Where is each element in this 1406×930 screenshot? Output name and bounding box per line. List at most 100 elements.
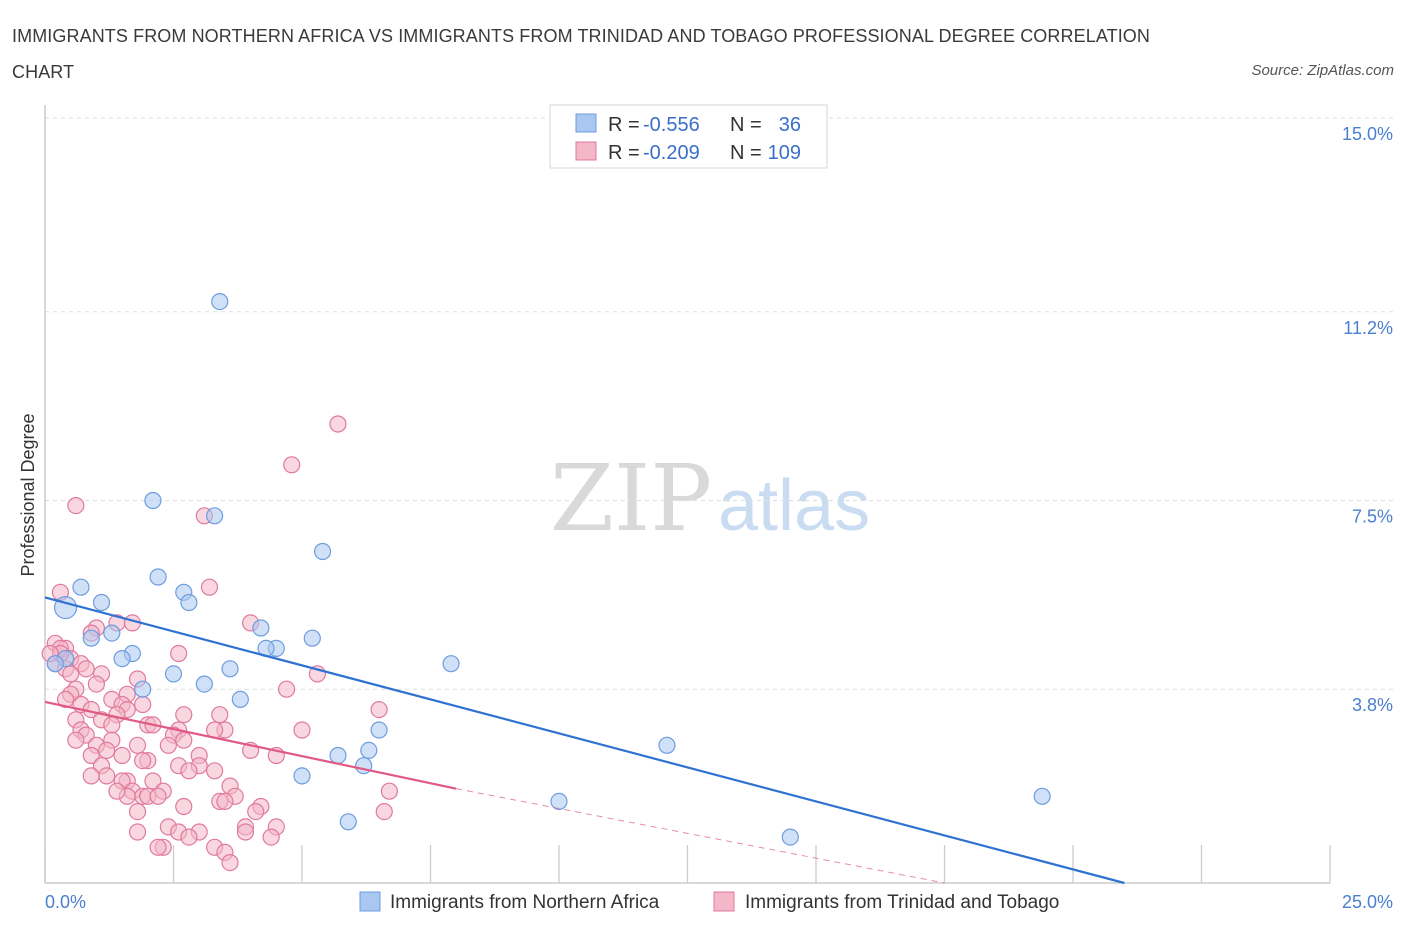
data-point-trinidad	[67, 497, 85, 515]
data-point-trinidad	[175, 731, 193, 749]
data-point-northern-africa	[658, 736, 676, 754]
data-point-trinidad	[128, 802, 147, 821]
y-axis-tick-labels: 3.8% 7.5% 11.2% 15.0%	[1342, 124, 1393, 715]
data-point-trinidad	[134, 751, 152, 770]
trend-lines	[44, 596, 1125, 885]
data-point-trinidad	[236, 823, 255, 841]
data-point-trinidad	[206, 762, 224, 780]
data-point-northern-africa	[370, 721, 388, 739]
trend-line-trinidad-extrapolated	[456, 788, 945, 884]
stats-r-value-2: -0.209	[643, 142, 700, 164]
data-point-trinidad	[175, 797, 193, 816]
data-point-trinidad	[277, 680, 296, 698]
data-point-northern-africa	[313, 542, 332, 561]
data-point-trinidad	[293, 721, 311, 739]
y-tick-label: 15.0%	[1342, 124, 1393, 144]
data-point-trinidad	[216, 792, 234, 811]
data-point-trinidad	[283, 456, 301, 474]
stats-swatch-pink	[575, 141, 597, 161]
data-point-trinidad	[128, 823, 147, 841]
stats-r-label-2: R =	[608, 142, 640, 164]
data-point-trinidad	[82, 767, 100, 785]
data-point-northern-africa	[211, 293, 229, 311]
data-point-northern-africa	[231, 690, 249, 709]
data-point-trinidad	[77, 660, 95, 678]
data-point-trinidad	[211, 706, 229, 724]
stats-swatch-blue	[575, 113, 597, 133]
data-point-northern-africa	[1033, 787, 1051, 805]
stats-n-label-1: N =	[730, 114, 762, 136]
data-point-trinidad	[62, 665, 80, 683]
data-point-northern-africa	[82, 629, 100, 647]
data-point-trinidad	[98, 741, 116, 760]
y-tick-label: 3.8%	[1352, 695, 1393, 715]
data-point-trinidad	[113, 746, 131, 765]
data-point-trinidad	[329, 415, 347, 433]
data-point-northern-africa	[113, 649, 131, 668]
stats-n-value-2: 109	[768, 142, 801, 164]
data-point-northern-africa	[164, 665, 183, 683]
legend-swatch-blue	[359, 891, 381, 912]
data-point-northern-africa	[781, 828, 799, 846]
data-point-trinidad	[67, 731, 85, 749]
data-point-trinidad	[170, 644, 188, 663]
data-point-northern-africa	[303, 629, 321, 647]
data-point-trinidad	[247, 802, 265, 821]
data-point-trinidad	[98, 767, 116, 785]
data-point-northern-africa	[206, 507, 224, 525]
stats-n-value-1: 36	[779, 114, 801, 136]
data-point-northern-africa	[195, 675, 213, 693]
data-point-trinidad	[175, 706, 193, 724]
chart-title: IMMIGRANTS FROM NORTHERN AFRICA VS IMMIG…	[12, 26, 1150, 82]
data-point-trinidad	[180, 762, 198, 780]
data-point-northern-africa	[252, 619, 270, 637]
data-point-trinidad	[108, 782, 126, 800]
data-point-northern-africa	[134, 680, 152, 698]
data-point-northern-africa	[72, 578, 90, 596]
x-axis-ticks	[44, 845, 1331, 883]
data-point-trinidad	[200, 578, 219, 596]
watermark-zip: ZIP	[550, 445, 712, 552]
data-point-northern-africa	[144, 491, 162, 510]
legend-label-trinidad: Immigrants from Trinidad and Tobago	[745, 892, 1059, 913]
legend-swatch-pink	[713, 891, 735, 912]
data-point-trinidad	[149, 838, 167, 856]
data-point-trinidad	[87, 675, 106, 693]
data-point-trinidad	[380, 782, 398, 800]
data-point-northern-africa	[339, 813, 357, 831]
y-axis-label: Professional Degree	[18, 413, 38, 576]
data-point-trinidad	[82, 746, 100, 765]
data-point-northern-africa	[360, 741, 378, 760]
chart-source: Source: ZipAtlas.com	[1251, 62, 1394, 79]
data-point-trinidad	[180, 828, 198, 846]
stats-box: R = -0.556 N = 36 R = -0.209 N = 109	[549, 104, 828, 169]
data-point-trinidad	[159, 736, 177, 754]
data-point-northern-africa	[550, 792, 568, 811]
legend: Immigrants from Northern Africa Immigran…	[359, 891, 1059, 913]
data-point-trinidad	[375, 802, 393, 821]
data-point-northern-africa	[293, 767, 311, 785]
data-point-northern-africa	[46, 655, 64, 673]
data-point-trinidad	[149, 787, 167, 805]
data-point-northern-africa	[180, 593, 198, 612]
series-northern-africa-points	[46, 293, 1051, 846]
data-point-trinidad	[134, 695, 152, 714]
data-point-trinidad	[262, 828, 280, 846]
data-point-northern-africa	[92, 593, 111, 612]
data-point-trinidad	[370, 700, 388, 719]
stats-r-label-1: R =	[608, 114, 640, 136]
data-point-trinidad	[128, 736, 147, 754]
data-point-northern-africa	[149, 568, 167, 586]
stats-n-label-2: N =	[730, 142, 762, 164]
x-tick-label-max: 25.0%	[1342, 892, 1393, 912]
grid-lines	[45, 117, 1393, 690]
trend-line-northern-africa	[44, 596, 1125, 885]
stats-r-value-1: -0.556	[643, 114, 700, 136]
watermark-atlas: atlas	[718, 466, 870, 546]
y-tick-label: 7.5%	[1352, 507, 1393, 527]
data-point-trinidad	[144, 772, 162, 790]
data-point-northern-africa	[442, 655, 460, 673]
trend-line-trinidad	[44, 700, 457, 790]
data-point-trinidad	[103, 716, 121, 734]
